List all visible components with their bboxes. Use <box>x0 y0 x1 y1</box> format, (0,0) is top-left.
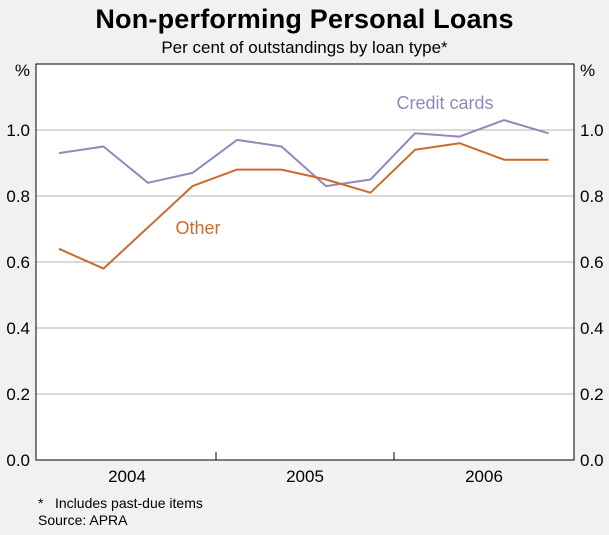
series-line-credit-cards <box>58 119 549 188</box>
footnote-block: * Includes past-due items Source: APRA <box>38 495 203 529</box>
y-tick-label-left: 1.0 <box>6 121 30 140</box>
chart-title: Non-performing Personal Loans <box>95 4 514 34</box>
y-tick-label-right: 0.8 <box>580 187 604 206</box>
series-line-other <box>58 142 549 270</box>
y-tick-label-left: 0.2 <box>6 385 30 404</box>
footnote-marker: * <box>38 495 44 511</box>
chart-subtitle: Per cent of outstandings by loan type* <box>161 38 448 57</box>
x-tick-label: 2004 <box>108 467 146 486</box>
footnote-text: Includes past-due items <box>55 495 203 511</box>
y-unit-left: % <box>15 61 30 80</box>
y-tick-label-left: 0.4 <box>6 319 30 338</box>
y-tick-label-left: 0.6 <box>6 253 30 272</box>
x-tick-label: 2005 <box>286 467 324 486</box>
series-label-other: Other <box>175 218 220 238</box>
y-tick-label-right: 0.4 <box>580 319 604 338</box>
y-unit-right: % <box>580 61 595 80</box>
plot-frame <box>35 63 575 461</box>
source-text: Source: APRA <box>38 512 128 528</box>
series-label-credit-cards: Credit cards <box>396 93 493 113</box>
y-tick-label-right: 0.2 <box>580 385 604 404</box>
y-tick-label-left: 0.0 <box>6 451 30 470</box>
y-tick-label-left: 0.8 <box>6 187 30 206</box>
y-tick-label-right: 1.0 <box>580 121 604 140</box>
x-tick-label: 2006 <box>465 467 503 486</box>
y-tick-label-right: 0.6 <box>580 253 604 272</box>
y-tick-label-right: 0.0 <box>580 451 604 470</box>
